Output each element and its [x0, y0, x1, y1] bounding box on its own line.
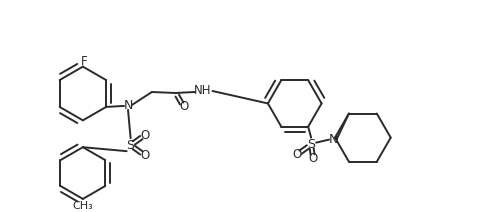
Text: O: O [140, 149, 149, 162]
Text: CH₃: CH₃ [73, 201, 93, 211]
Text: O: O [140, 129, 149, 142]
Text: F: F [80, 55, 87, 68]
Text: O: O [179, 100, 188, 113]
Text: N: N [328, 133, 338, 146]
Text: S: S [126, 139, 135, 152]
Text: NH: NH [194, 84, 211, 96]
Text: O: O [309, 152, 318, 165]
Text: N: N [123, 99, 133, 112]
Text: O: O [293, 148, 302, 161]
Text: S: S [307, 138, 315, 151]
